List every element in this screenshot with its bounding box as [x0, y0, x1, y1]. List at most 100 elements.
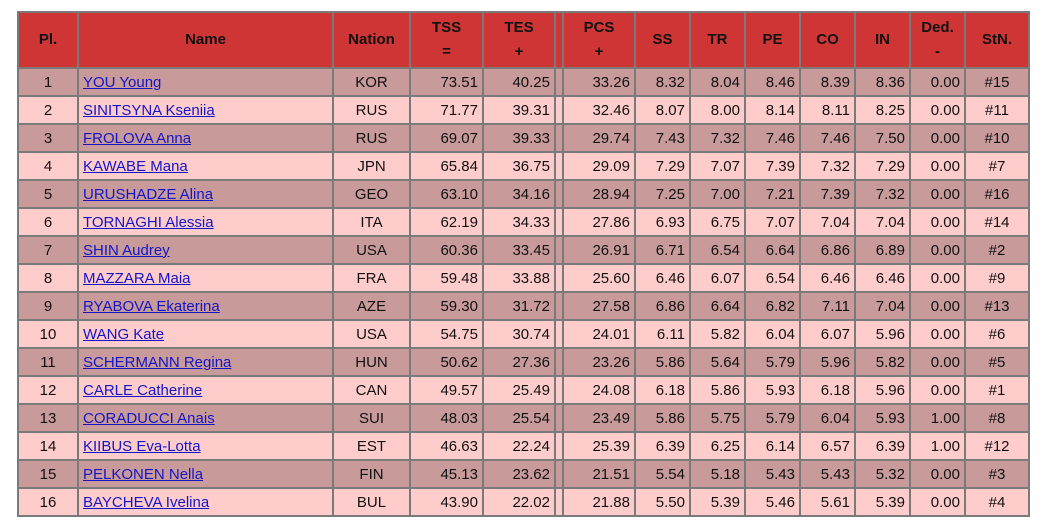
cell-in: 5.82 — [856, 349, 909, 375]
cell-start-number: #10 — [966, 125, 1028, 151]
cell-ss: 7.43 — [636, 125, 689, 151]
skater-link[interactable]: SHIN Audrey — [83, 241, 170, 259]
skater-link[interactable]: CARLE Catherine — [83, 381, 203, 399]
skater-link[interactable]: CORADUCCI Anais — [83, 409, 215, 427]
skater-link[interactable]: KAWABE Mana — [83, 157, 188, 175]
header-tss: TSS = — [411, 13, 482, 67]
cell-pcs: 21.51 — [564, 461, 634, 487]
cell-tss: 59.30 — [411, 293, 482, 319]
cell-name: MAZZARA Maia — [79, 265, 332, 291]
header-tes: TES + — [484, 13, 554, 67]
cell-ss: 8.07 — [636, 97, 689, 123]
cell-in: 6.39 — [856, 433, 909, 459]
cell-tr: 8.00 — [691, 97, 744, 123]
header-pcs: PCS + — [564, 13, 634, 67]
cell-place: 2 — [19, 97, 77, 123]
cell-pcs: 21.88 — [564, 489, 634, 515]
cell-tss: 43.90 — [411, 489, 482, 515]
skater-link[interactable]: RYABOVA Ekaterina — [83, 297, 220, 315]
cell-tr: 7.07 — [691, 153, 744, 179]
skater-link[interactable]: SINITSYNA Kseniia — [83, 101, 215, 119]
header-pe: PE — [746, 13, 799, 67]
cell-ss: 6.93 — [636, 209, 689, 235]
cell-place: 7 — [19, 237, 77, 263]
cell-ss: 6.86 — [636, 293, 689, 319]
cell-co: 6.07 — [801, 321, 854, 347]
cell-name: SHIN Audrey — [79, 237, 332, 263]
cell-spacer — [556, 97, 562, 123]
table-row: 15 PELKONEN Nella FIN 45.13 23.62 21.51 … — [19, 461, 1028, 487]
cell-start-number: #3 — [966, 461, 1028, 487]
header-tr: TR — [691, 13, 744, 67]
cell-tes: 22.24 — [484, 433, 554, 459]
cell-spacer — [556, 433, 562, 459]
header-row: Pl. Name Nation TSS = TES + PCS + SS TR PE … — [19, 13, 1028, 67]
cell-ss: 6.18 — [636, 377, 689, 403]
cell-tr: 5.75 — [691, 405, 744, 431]
cell-nation: HUN — [334, 349, 409, 375]
cell-tes: 33.45 — [484, 237, 554, 263]
cell-deduction: 0.00 — [911, 69, 964, 95]
cell-tes: 36.75 — [484, 153, 554, 179]
cell-pcs: 25.60 — [564, 265, 634, 291]
cell-pe: 7.46 — [746, 125, 799, 151]
cell-spacer — [556, 321, 562, 347]
cell-tss: 65.84 — [411, 153, 482, 179]
cell-co: 6.04 — [801, 405, 854, 431]
skater-link[interactable]: MAZZARA Maia — [83, 269, 191, 287]
cell-place: 5 — [19, 181, 77, 207]
cell-nation: EST — [334, 433, 409, 459]
cell-deduction: 0.00 — [911, 461, 964, 487]
results-table: Pl. Name Nation TSS = TES + PCS + SS TR PE … — [17, 11, 1030, 517]
cell-start-number: #5 — [966, 349, 1028, 375]
cell-place: 4 — [19, 153, 77, 179]
cell-co: 5.61 — [801, 489, 854, 515]
skater-link[interactable]: FROLOVA Anna — [83, 129, 192, 147]
cell-co: 6.18 — [801, 377, 854, 403]
cell-name: RYABOVA Ekaterina — [79, 293, 332, 319]
cell-tss: 45.13 — [411, 461, 482, 487]
cell-nation: BUL — [334, 489, 409, 515]
cell-name: URUSHADZE Alina — [79, 181, 332, 207]
skater-link[interactable]: BAYCHEVA Ivelina — [83, 493, 210, 511]
cell-in: 6.46 — [856, 265, 909, 291]
table-row: 7 SHIN Audrey USA 60.36 33.45 26.91 6.71… — [19, 237, 1028, 263]
cell-pcs: 32.46 — [564, 97, 634, 123]
cell-ss: 5.50 — [636, 489, 689, 515]
cell-spacer — [556, 265, 562, 291]
cell-tes: 40.25 — [484, 69, 554, 95]
cell-tss: 54.75 — [411, 321, 482, 347]
header-deduction: Ded. - — [911, 13, 964, 67]
skater-link[interactable]: PELKONEN Nella — [83, 465, 204, 483]
cell-ss: 5.86 — [636, 405, 689, 431]
table-row: 13 CORADUCCI Anais SUI 48.03 25.54 23.49… — [19, 405, 1028, 431]
cell-start-number: #9 — [966, 265, 1028, 291]
cell-pcs: 29.74 — [564, 125, 634, 151]
cell-start-number: #13 — [966, 293, 1028, 319]
cell-in: 6.89 — [856, 237, 909, 263]
table-row: 2 SINITSYNA Kseniia RUS 71.77 39.31 32.4… — [19, 97, 1028, 123]
cell-co: 7.04 — [801, 209, 854, 235]
skater-link[interactable]: URUSHADZE Alina — [83, 185, 214, 203]
cell-ss: 5.86 — [636, 349, 689, 375]
cell-tes: 34.33 — [484, 209, 554, 235]
cell-in: 5.93 — [856, 405, 909, 431]
cell-pcs: 26.91 — [564, 237, 634, 263]
cell-spacer — [556, 461, 562, 487]
skater-link[interactable]: WANG Kate — [83, 325, 165, 343]
cell-pcs: 28.94 — [564, 181, 634, 207]
skater-link[interactable]: TORNAGHI Alessia — [83, 213, 214, 231]
table-row: 11 SCHERMANN Regina HUN 50.62 27.36 23.2… — [19, 349, 1028, 375]
cell-ss: 7.29 — [636, 153, 689, 179]
cell-start-number: #2 — [966, 237, 1028, 263]
skater-link[interactable]: SCHERMANN Regina — [83, 353, 232, 371]
cell-pcs: 24.08 — [564, 377, 634, 403]
skater-link[interactable]: KIIBUS Eva-Lotta — [83, 437, 201, 455]
cell-tss: 63.10 — [411, 181, 482, 207]
cell-ss: 6.46 — [636, 265, 689, 291]
cell-tss: 71.77 — [411, 97, 482, 123]
skater-link[interactable]: YOU Young — [83, 73, 162, 91]
cell-pe: 6.82 — [746, 293, 799, 319]
cell-co: 7.46 — [801, 125, 854, 151]
cell-spacer — [556, 153, 562, 179]
